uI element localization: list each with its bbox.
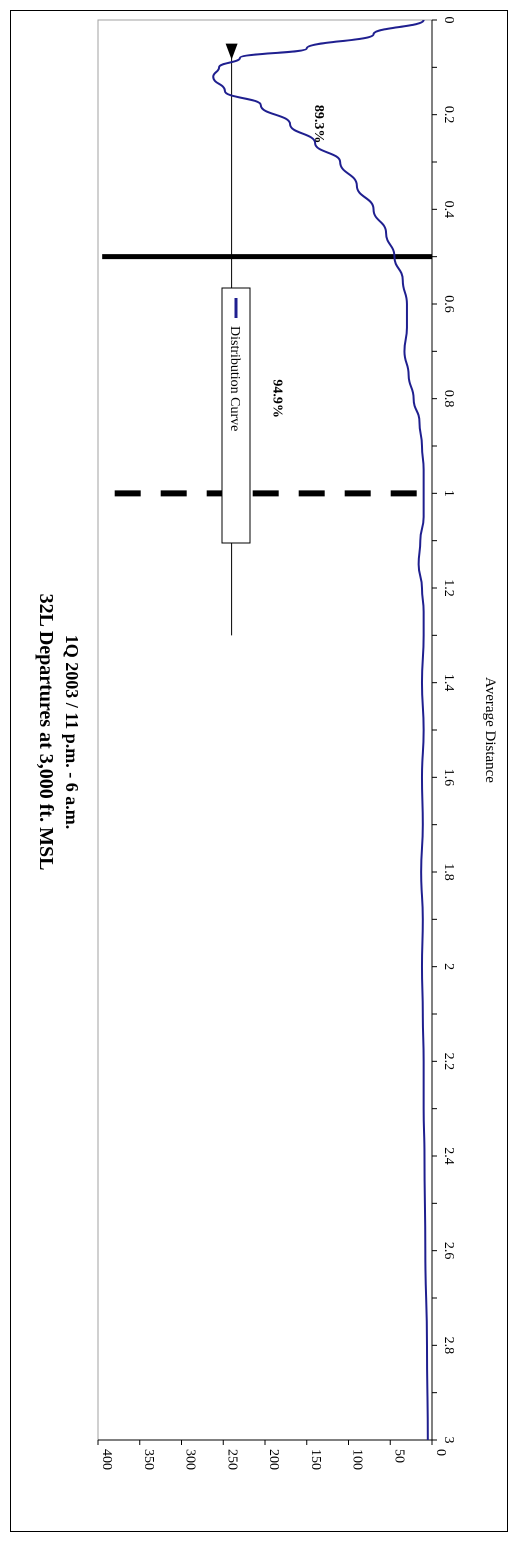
x-tick-label: 1 [441, 490, 456, 497]
percent-label: 89.3% [311, 105, 326, 144]
x-tick-label: 1.6 [441, 769, 456, 787]
chart-title: 32L Departures at 3,000 ft. MSL [35, 594, 57, 871]
x-tick-label: 0.8 [441, 390, 456, 408]
x-tick-label: 3 [441, 1437, 456, 1444]
y-tick-label: 300 [183, 1449, 198, 1470]
y-tick-label: 50 [391, 1449, 406, 1463]
plot-area [97, 19, 433, 1441]
arrow-head [225, 43, 238, 60]
y-tick-label: 100 [350, 1449, 365, 1470]
y-tick-label: 350 [141, 1449, 156, 1470]
legend-label: Distribution Curve [227, 326, 242, 431]
y-tick-label: 0 [433, 1449, 448, 1456]
chart-subtitle: 1Q 2003 / 11 p.m. - 6 a.m. [62, 635, 82, 830]
series-group [212, 19, 429, 1441]
y-tick-label: 150 [308, 1449, 323, 1470]
x-tick-label: 0 [441, 17, 456, 24]
legend-box [221, 287, 251, 544]
percent-label: 94.9% [269, 379, 284, 418]
x-tick-label: 0.4 [441, 201, 456, 219]
x-tick-label: 2 [441, 963, 456, 970]
y-tick-label: 250 [224, 1449, 239, 1470]
x-tick-label: 2.4 [441, 1147, 456, 1165]
series-line-distribution-curve [212, 19, 429, 1441]
x-tick-label: 1.2 [441, 579, 456, 597]
y-tick-label: 200 [266, 1449, 281, 1470]
x-tick-label: 1.4 [441, 674, 456, 692]
x-tick-label: 1.8 [441, 863, 456, 881]
x-tick-label: 2.6 [441, 1242, 456, 1260]
y-tick-label: 400 [99, 1449, 114, 1470]
x-axis-title: Average Distance [482, 677, 498, 783]
x-tick-label: 0.6 [441, 295, 456, 313]
x-tick-label: 2.2 [441, 1053, 456, 1071]
legend: Distribution Curve [221, 287, 251, 544]
x-tick-label: 0.2 [441, 106, 456, 124]
x-tick-label: 2.8 [441, 1337, 456, 1355]
